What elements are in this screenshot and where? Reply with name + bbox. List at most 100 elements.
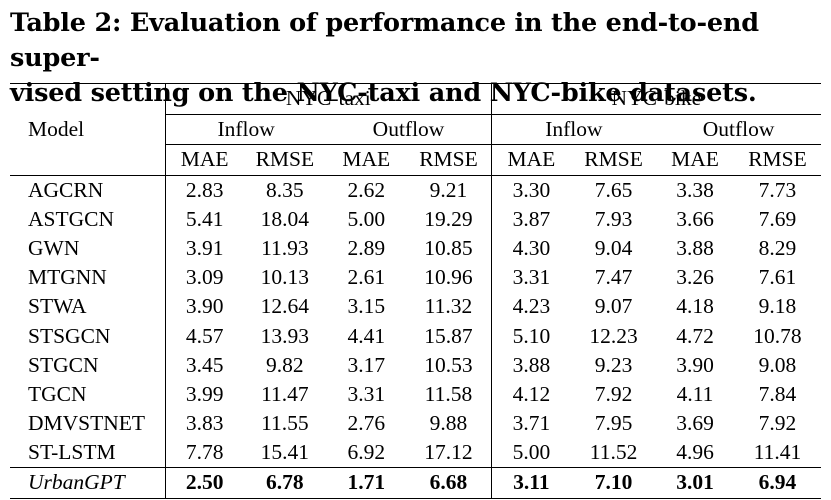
metric-header: MAE xyxy=(671,147,719,172)
value-cell: 3.11 xyxy=(491,467,572,499)
value-cell: 6.68 xyxy=(406,467,492,499)
value-cell: 2.50 xyxy=(165,467,244,499)
value-cell: 3.83 xyxy=(185,411,224,436)
value-cell: 12.23 xyxy=(589,323,638,348)
value-cell: 3.45 xyxy=(185,352,224,377)
metric-header: RMSE xyxy=(584,147,643,172)
metric-header: MAE xyxy=(180,147,229,172)
table-row: DMVSTNET 3.83 11.55 2.76 9.88 3.71 7.95 3.69 7.9… xyxy=(10,409,821,439)
model-name-cell: MTGNN xyxy=(10,263,166,293)
value-cell: 11.52 xyxy=(589,440,638,465)
value-cell: 3.90 xyxy=(676,352,714,377)
value-cell: 4.41 xyxy=(347,323,386,348)
value-cell: 3.17 xyxy=(347,352,386,377)
value-cell: 7.65 xyxy=(571,174,657,205)
table-row: STSGCN 4.57 13.93 4.41 15.87 5.10 12.23 4.72 10.… xyxy=(10,321,821,351)
header-row-datasets: Model NYC-taxi NYC-bike xyxy=(10,83,821,175)
value-cell: 9.23 xyxy=(594,352,633,377)
header-row-metrics: MAE RMSE MAE RMSE MAE RMSE MAE RMSE xyxy=(10,144,821,175)
value-cell: 1.71 xyxy=(326,467,407,499)
value-cell: 12.64 xyxy=(260,294,310,319)
value-cell: 8.29 xyxy=(758,235,797,260)
value-cell: 9.07 xyxy=(594,294,633,319)
value-cell: 3.66 xyxy=(676,206,714,231)
value-cell: 7.84 xyxy=(758,381,797,406)
value-cell: 3.88 xyxy=(512,352,551,377)
value-cell: 3.01 xyxy=(656,467,734,499)
model-column-header: Model xyxy=(10,83,166,175)
flow-header-taxi-outflow: Outflow xyxy=(326,114,492,145)
table-row-urbangpt: UrbanGPT 2.50 6.78 1.71 6.68 3.11 7.10 3… xyxy=(10,467,821,499)
metric-header: RMSE xyxy=(406,144,492,175)
value-cell: 2.83 xyxy=(165,174,244,205)
value-cell: 3.71 xyxy=(512,411,551,436)
value-cell: 11.41 xyxy=(753,440,802,465)
value-cell: 2.62 xyxy=(326,174,407,205)
value-cell: 3.31 xyxy=(347,381,386,406)
flow-header-bike-outflow: Outflow xyxy=(656,114,821,145)
value-cell: 3.87 xyxy=(512,206,551,231)
table-row: ST-LSTM 7.78 15.41 6.92 17.12 5.00 11.52 4.96 11… xyxy=(10,438,821,468)
model-name-cell: STSGCN xyxy=(10,321,166,351)
value-cell: 9.08 xyxy=(758,352,797,377)
value-cell: 10.13 xyxy=(260,265,310,290)
value-cell: 11.32 xyxy=(406,292,492,322)
value-cell: 3.15 xyxy=(347,294,386,319)
value-cell: 2.89 xyxy=(347,235,386,260)
value-cell: 3.88 xyxy=(676,235,714,260)
value-cell: 7.47 xyxy=(594,265,633,290)
value-cell: 7.73 xyxy=(733,174,821,205)
value-cell: 5.10 xyxy=(512,323,551,348)
value-cell: 3.91 xyxy=(185,235,224,260)
table-row: MTGNN 3.09 10.13 2.61 10.96 3.31 7.47 3.26 7.61 xyxy=(10,263,821,293)
model-name-cell: TGCN xyxy=(10,379,166,409)
metric-header: RMSE xyxy=(255,147,315,172)
value-cell: 3.38 xyxy=(656,174,734,205)
value-cell: 3.99 xyxy=(185,381,224,406)
table-row: TGCN 3.99 11.47 3.31 11.58 4.12 7.92 4.11 7.84 xyxy=(10,379,821,409)
value-cell: 10.96 xyxy=(406,263,492,293)
value-cell: 4.57 xyxy=(185,323,224,348)
value-cell: 10.85 xyxy=(406,233,492,264)
flow-header-taxi-inflow: Inflow xyxy=(165,114,327,145)
value-cell: 11.55 xyxy=(261,411,309,436)
value-cell: 4.30 xyxy=(512,235,551,260)
value-cell: 10.53 xyxy=(406,350,492,380)
value-cell: 3.09 xyxy=(185,265,224,290)
value-cell: 3.31 xyxy=(512,265,551,290)
value-cell: 9.18 xyxy=(758,294,797,319)
value-cell: 7.92 xyxy=(594,381,633,406)
results-table: Model NYC-taxi NYC-bike Inflow Outflow I… xyxy=(10,83,821,499)
value-cell: 13.93 xyxy=(260,323,310,348)
value-cell: 11.58 xyxy=(406,379,492,409)
value-cell: 2.61 xyxy=(347,265,386,290)
model-name-cell: AGCRN xyxy=(10,174,166,205)
model-name-cell: DMVSTNET xyxy=(10,409,166,439)
value-cell: 5.00 xyxy=(347,206,386,231)
value-cell: 15.41 xyxy=(260,440,310,465)
value-cell: 7.93 xyxy=(594,206,633,231)
value-cell: 6.78 xyxy=(243,467,327,499)
header-row-flows: Inflow Outflow Inflow Outflow xyxy=(10,114,821,145)
metric-header: MAE xyxy=(342,147,391,172)
caption-line-1: Table 2: Evaluation of performance in th… xyxy=(10,8,759,73)
value-cell: 9.82 xyxy=(266,352,304,377)
value-cell: 11.93 xyxy=(261,235,309,260)
value-cell: 4.96 xyxy=(676,440,714,465)
table-row: AGCRN 2.83 8.35 2.62 9.21 3.30 7.65 3.38 7.73 xyxy=(10,174,821,205)
value-cell: 6.92 xyxy=(347,440,386,465)
table-row: GWN 3.91 11.93 2.89 10.85 4.30 9.04 3.88 8.29 xyxy=(10,233,821,264)
value-cell: 7.61 xyxy=(758,265,797,290)
table-row: STWA 3.90 12.64 3.15 11.32 4.23 9.07 4.18 9.18 xyxy=(10,292,821,322)
metric-header: RMSE xyxy=(748,147,807,172)
value-cell: 19.29 xyxy=(406,204,492,234)
value-cell: 11.47 xyxy=(261,381,309,406)
model-name-cell: STGCN xyxy=(10,350,166,380)
value-cell: 9.21 xyxy=(406,174,492,205)
value-cell: 5.00 xyxy=(512,440,551,465)
model-name-cell: ST-LSTM xyxy=(10,438,166,468)
value-cell: 7.69 xyxy=(758,206,797,231)
value-cell: 2.76 xyxy=(347,411,386,436)
value-cell: 4.23 xyxy=(512,294,551,319)
flow-header-bike-inflow: Inflow xyxy=(491,114,657,145)
